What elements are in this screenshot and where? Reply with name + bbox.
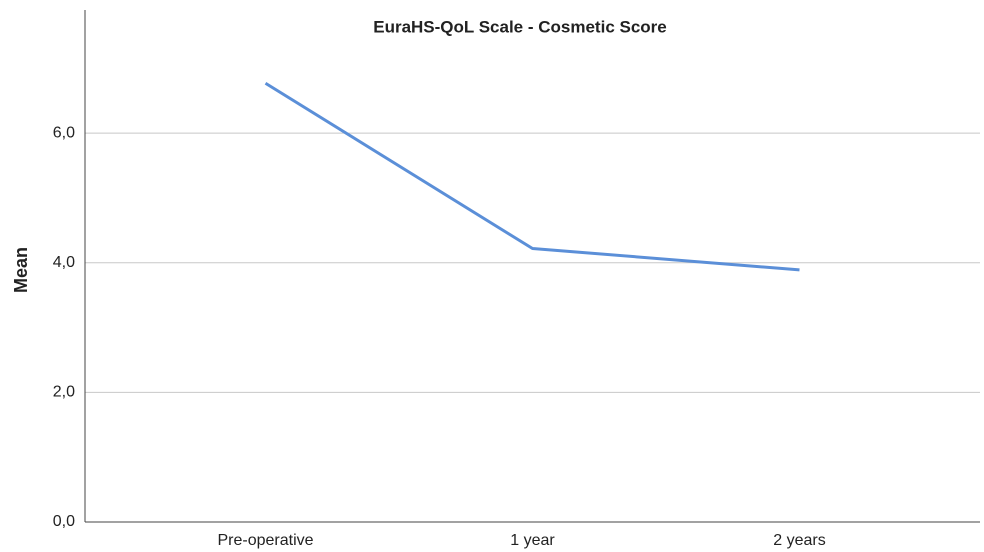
line-series (264, 81, 800, 272)
y-axis-label: Mean (11, 247, 31, 293)
x-tick-label: 2 years (773, 532, 825, 549)
x-tick-label: Pre-operative (217, 532, 313, 549)
x-tick-label: 1 year (510, 532, 555, 549)
y-tick-label: 4,0 (53, 254, 75, 271)
y-tick-label: 0,0 (53, 513, 75, 530)
chart-title: EuraHS-QoL Scale - Cosmetic Score (373, 17, 667, 36)
y-tick-label: 2,0 (53, 384, 75, 401)
y-tick-label: 6,0 (53, 124, 75, 141)
